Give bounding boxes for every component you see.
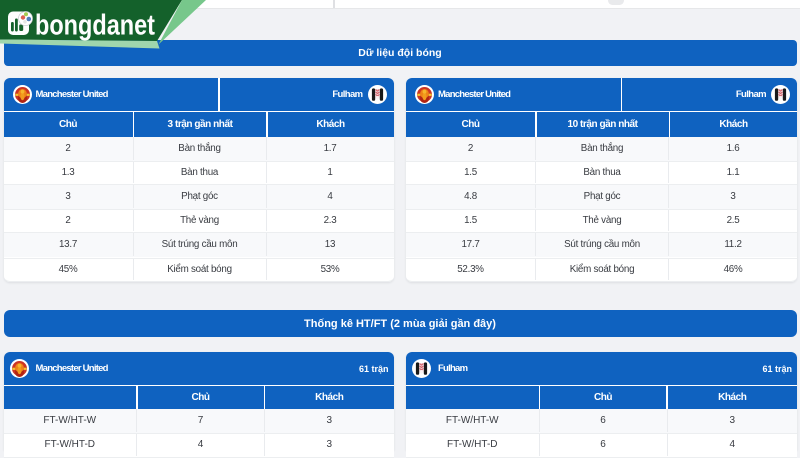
svg-text:bongdanet: bongdanet: [35, 10, 155, 42]
